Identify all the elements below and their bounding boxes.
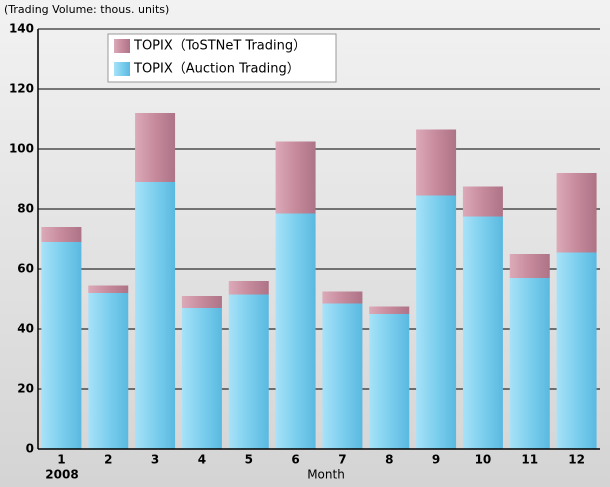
y-tick-label: 40 (17, 322, 34, 336)
bar-segment (556, 252, 597, 449)
annotation: 2008 (45, 468, 78, 482)
legend-box (107, 33, 337, 83)
x-tick-label: 3 (151, 453, 159, 467)
legend-swatch (114, 39, 130, 53)
x-tick-label: 9 (432, 453, 440, 467)
bar-segment (462, 216, 503, 449)
bar-segment (181, 308, 222, 449)
legend-swatch (114, 62, 130, 76)
x-tick-label: 11 (521, 453, 538, 467)
x-tick-label: 6 (291, 453, 299, 467)
bar-segment (556, 173, 597, 253)
legend-label: TOPIX（Auction Trading） (133, 62, 300, 77)
x-tick-label: 12 (568, 453, 585, 467)
bar-segment (275, 213, 316, 449)
x-tick-label: 10 (475, 453, 492, 467)
bar-segment (41, 242, 82, 449)
bar-segment (88, 285, 129, 293)
bar-segment (322, 303, 363, 449)
bar-segment (509, 254, 550, 278)
bar-segment (41, 227, 82, 242)
y-tick-label: 140 (9, 22, 34, 36)
y-tick-label: 100 (9, 142, 34, 156)
x-tick-label: 1 (57, 453, 65, 467)
bar-segment (369, 314, 410, 449)
y-tick-label: 60 (17, 262, 34, 276)
x-axis-label: Month (307, 468, 345, 482)
bar-segment (322, 291, 363, 304)
bar-segment (135, 182, 176, 449)
bar-segment (509, 278, 550, 449)
x-tick-label: 4 (198, 453, 206, 467)
bar-segment (369, 306, 410, 314)
bar-segment (275, 141, 316, 214)
bar-segment (416, 195, 457, 449)
y-tick-label: 120 (9, 82, 34, 96)
y-axis-label: (Trading Volume: thous. units) (4, 3, 169, 16)
bar-segment (135, 113, 176, 182)
bar-segment (416, 129, 457, 196)
y-tick-label: 20 (17, 382, 34, 396)
bar-segment (181, 296, 222, 308)
legend-label: TOPIX（ToSTNeT Trading） (133, 39, 306, 54)
bar-segment (462, 186, 503, 217)
bar-segment (88, 293, 129, 449)
y-tick-label: 0 (26, 442, 34, 456)
bar-segment (228, 294, 269, 449)
x-tick-label: 2 (104, 453, 112, 467)
x-tick-label: 8 (385, 453, 393, 467)
x-tick-label: 5 (245, 453, 253, 467)
x-tick-label: 7 (338, 453, 346, 467)
bar-segment (228, 281, 269, 295)
y-tick-label: 80 (17, 202, 34, 216)
